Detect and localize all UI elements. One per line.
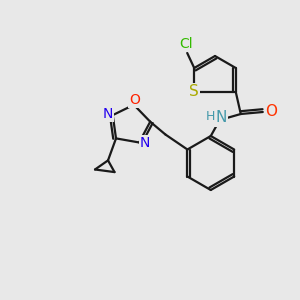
Text: N: N bbox=[103, 107, 113, 121]
Text: N: N bbox=[215, 110, 226, 125]
Text: O: O bbox=[129, 93, 140, 107]
Text: Cl: Cl bbox=[179, 37, 193, 51]
Text: O: O bbox=[265, 104, 277, 119]
Text: S: S bbox=[189, 85, 199, 100]
Text: H: H bbox=[206, 110, 215, 124]
Text: N: N bbox=[140, 136, 150, 151]
